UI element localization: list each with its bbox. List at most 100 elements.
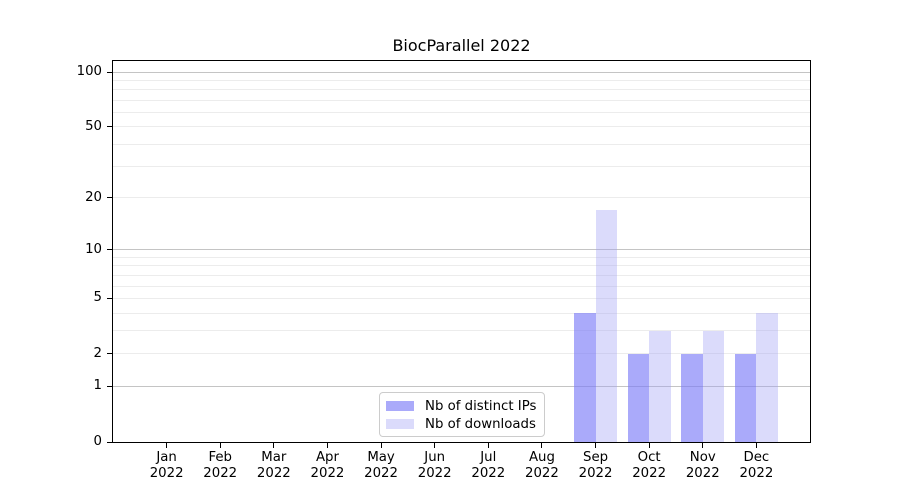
minor-gridline <box>113 89 810 91</box>
month-label: Apr <box>315 450 339 465</box>
month-label: Jun <box>424 450 446 465</box>
minor-gridline <box>113 312 810 314</box>
x-tick <box>380 443 382 448</box>
legend-item-downloads: Nb of downloads <box>386 415 544 433</box>
month-label: May <box>367 450 395 465</box>
x-tick <box>487 443 489 448</box>
month-label: Aug <box>528 450 555 465</box>
legend: Nb of distinct IPs Nb of downloads <box>379 392 545 437</box>
minor-gridline <box>113 274 810 276</box>
x-tick <box>219 443 221 448</box>
x-tick-label: Jan 2022 <box>127 450 207 482</box>
minor-gridline <box>113 99 810 101</box>
bar-oct-downloads <box>649 330 671 442</box>
x-tick <box>326 443 328 448</box>
x-tick <box>273 443 275 448</box>
legend-label-downloads: Nb of downloads <box>425 416 536 432</box>
x-tick-label: Oct 2022 <box>609 450 689 482</box>
x-tick-label: May 2022 <box>341 450 421 482</box>
y-tick <box>107 197 112 199</box>
legend-swatch-downloads-icon <box>386 419 414 429</box>
y-tick <box>107 297 112 299</box>
bar-sep-downloads <box>595 210 617 442</box>
minor-gridline <box>113 285 810 287</box>
month-label: Nov <box>689 450 716 465</box>
y-tick <box>107 71 112 73</box>
y-tick <box>107 249 112 251</box>
x-tick <box>755 443 757 448</box>
bar-dec-downloads <box>756 313 778 442</box>
x-tick-label: Jun 2022 <box>395 450 475 482</box>
minor-gridline <box>113 256 810 258</box>
year-label: 2022 <box>525 466 559 481</box>
y-tick-label: 20 <box>85 189 102 205</box>
x-tick-label: Sep 2022 <box>556 450 636 482</box>
y-tick-label: 2 <box>93 345 102 361</box>
month-label: Oct <box>637 450 661 465</box>
x-tick-label: Aug 2022 <box>502 450 582 482</box>
x-tick <box>648 443 650 448</box>
month-label: Jan <box>156 450 177 465</box>
y-tick-label: 50 <box>85 118 102 134</box>
x-tick <box>434 443 436 448</box>
major-gridline <box>113 71 810 73</box>
x-tick-label: Apr 2022 <box>287 450 367 482</box>
month-label: Mar <box>261 450 287 465</box>
y-tick-label: 100 <box>76 64 102 80</box>
x-tick <box>166 443 168 448</box>
x-tick <box>595 443 597 448</box>
y-tick-label: 1 <box>93 378 102 394</box>
year-label: 2022 <box>310 466 345 481</box>
minor-gridline <box>113 126 810 128</box>
y-tick-label: 0 <box>93 434 102 449</box>
year-label: 2022 <box>578 466 613 481</box>
minor-gridline <box>113 330 810 332</box>
minor-gridline <box>113 197 810 199</box>
minor-gridline <box>113 112 810 113</box>
x-tick <box>541 443 543 448</box>
y-tick-label: 5 <box>93 290 102 306</box>
month-label: Dec <box>743 450 770 465</box>
minor-gridline <box>113 353 810 355</box>
x-tick-label: Mar 2022 <box>234 450 314 482</box>
bar-dec-distinct-ips <box>734 353 757 442</box>
major-gridline <box>113 249 810 251</box>
bar-sep-distinct-ips <box>574 313 596 442</box>
x-tick-label: Nov 2022 <box>663 450 743 482</box>
legend-swatch-distinct-ips-icon <box>386 401 414 411</box>
year-label: 2022 <box>739 466 774 481</box>
legend-item-distinct-ips: Nb of distinct IPs <box>386 397 544 415</box>
y-tick <box>107 441 112 443</box>
minor-gridline <box>113 79 810 81</box>
year-label: 2022 <box>685 466 720 481</box>
month-label: Sep <box>583 450 609 465</box>
bar-nov-distinct-ips <box>681 353 703 442</box>
y-tick-label: 10 <box>85 241 102 257</box>
chart-title: BiocParallel 2022 <box>392 36 531 55</box>
x-tick-label: Dec 2022 <box>716 450 796 482</box>
x-tick-label: Feb 2022 <box>180 450 260 482</box>
year-label: 2022 <box>256 466 291 481</box>
bar-nov-downloads <box>702 330 725 442</box>
year-label: 2022 <box>149 466 184 481</box>
minor-gridline <box>113 166 810 168</box>
bar-oct-distinct-ips <box>627 353 650 442</box>
month-label: Feb <box>208 450 232 465</box>
major-gridline <box>113 385 810 387</box>
y-tick <box>107 353 112 355</box>
x-tick <box>702 443 704 448</box>
plot-area <box>112 60 811 443</box>
year-label: 2022 <box>203 466 238 481</box>
month-label: Jul <box>480 450 497 465</box>
x-tick-label: Jul 2022 <box>448 450 528 482</box>
y-tick <box>107 385 112 387</box>
minor-gridline <box>113 143 810 145</box>
year-label: 2022 <box>364 466 398 481</box>
minor-gridline <box>113 265 810 267</box>
year-label: 2022 <box>632 466 667 481</box>
year-label: 2022 <box>471 466 506 481</box>
legend-label-distinct-ips: Nb of distinct IPs <box>425 398 537 414</box>
minor-gridline <box>113 297 810 299</box>
y-tick <box>107 126 112 128</box>
